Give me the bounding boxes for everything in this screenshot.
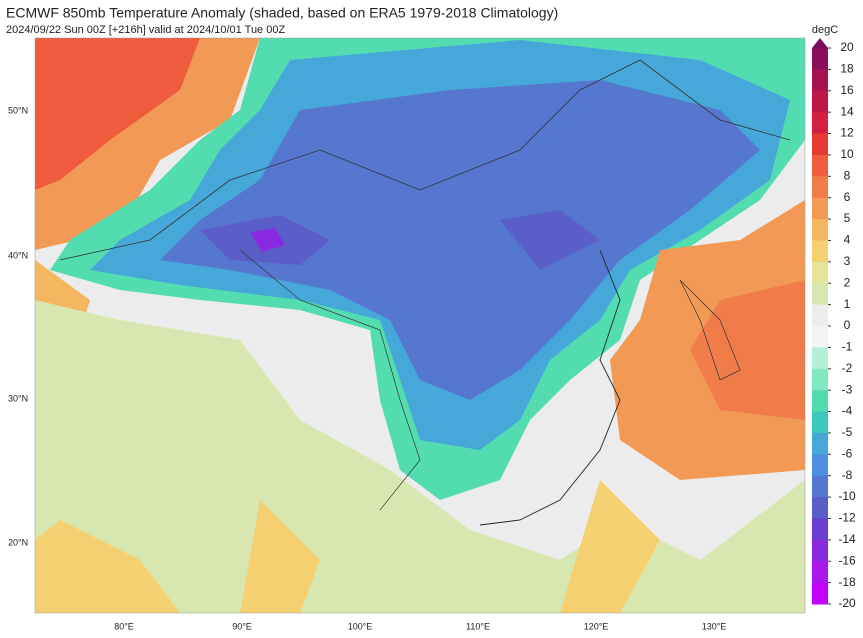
- colorbar-bin: [812, 197, 828, 220]
- colorbar-label: -10: [838, 489, 856, 503]
- colorbar-bin: [812, 219, 828, 241]
- colorbar-label: 3: [844, 254, 851, 268]
- colorbar-label: 8: [844, 168, 851, 182]
- lon-label: 130°E: [702, 621, 727, 631]
- colorbar-bin: [812, 454, 828, 477]
- colorbar-label: -5: [842, 425, 853, 439]
- lon-label: 90°E: [232, 621, 252, 631]
- colorbar-bin: [812, 261, 828, 284]
- colorbar-unit: degC: [812, 24, 838, 36]
- colorbar-bin: [812, 133, 828, 156]
- colorbar-label: -14: [838, 532, 856, 546]
- colorbar-label: 10: [840, 147, 854, 161]
- colorbar-bin: [812, 432, 828, 455]
- colorbar-label: -12: [838, 511, 856, 525]
- lat-label: 30°N: [8, 393, 28, 403]
- colorbar-label: 6: [844, 190, 851, 204]
- colorbar-label: 5: [844, 211, 851, 225]
- colorbar-bin: [812, 240, 828, 263]
- subtitle: 2024/09/22 Sun 00Z [+216h] valid at 2024…: [6, 24, 285, 36]
- colorbar-bin: [812, 497, 828, 519]
- lon-label: 120°E: [584, 621, 609, 631]
- lon-label: 110°E: [466, 621, 490, 631]
- colorbar-label: 20: [840, 40, 854, 54]
- colorbar-label: -2: [842, 361, 853, 375]
- colorbar-label: -6: [842, 446, 853, 460]
- lat-label: 50°N: [8, 105, 28, 115]
- colorbar-label: 0: [844, 318, 851, 332]
- colorbar-bin: [812, 411, 828, 434]
- colorbar-bin: [812, 154, 828, 177]
- colorbar-bin: [812, 176, 828, 199]
- colorbar-label: 2: [844, 275, 851, 289]
- colorbar-bin: [812, 304, 828, 327]
- colorbar-bin: [812, 90, 828, 113]
- colorbar-bin: [812, 283, 828, 306]
- colorbar-bin: [812, 48, 828, 70]
- colorbar-label: -18: [838, 575, 856, 589]
- colorbar-label: -16: [838, 553, 856, 567]
- colorbar-bin: [812, 539, 828, 562]
- colorbar-label: 18: [840, 62, 854, 76]
- colorbar-bin: [812, 582, 828, 605]
- colorbar-label: -20: [838, 596, 856, 610]
- colorbar-bin: [812, 390, 828, 413]
- title: ECMWF 850mb Temperature Anomaly (shaded,…: [6, 5, 558, 21]
- colorbar-label: -1: [842, 340, 853, 354]
- colorbar-bin: [812, 561, 828, 584]
- colorbar-extend: [812, 38, 828, 48]
- colorbar-label: 14: [840, 104, 854, 118]
- lat-label: 20°N: [8, 537, 28, 547]
- colorbar-bin: [812, 475, 828, 498]
- colorbar-bin: [812, 69, 828, 92]
- colorbar-bin: [812, 326, 828, 348]
- colorbar-label: -8: [842, 468, 853, 482]
- colorbar-bin: [812, 368, 828, 391]
- colorbar-bin: [812, 518, 828, 541]
- colorbar-label: 16: [840, 83, 854, 97]
- colorbar-bin: [812, 112, 828, 135]
- map: [34, 37, 806, 614]
- colorbar-bin: [812, 347, 828, 370]
- lon-label: 100°E: [348, 621, 373, 631]
- lat-label: 40°N: [8, 250, 28, 260]
- colorbar-label: -3: [842, 382, 853, 396]
- lon-label: 80°E: [114, 621, 134, 631]
- colorbar-label: -4: [842, 404, 853, 418]
- colorbar-label: 1: [844, 297, 851, 311]
- colorbar-label: 4: [844, 233, 851, 247]
- colorbar-label: 12: [840, 126, 854, 140]
